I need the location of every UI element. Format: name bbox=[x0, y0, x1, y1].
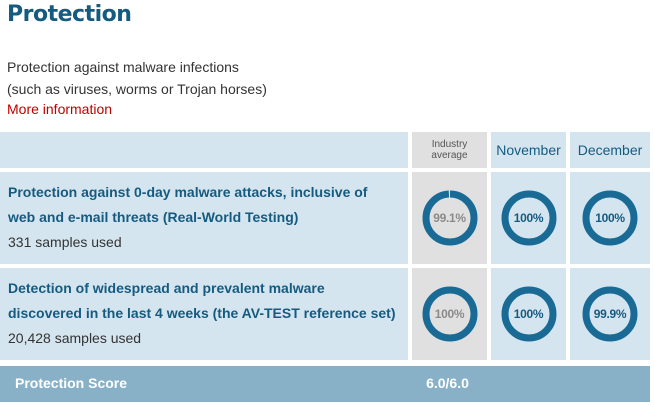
gauge-cell-industry: 100% bbox=[412, 268, 487, 360]
description-line-1: Protection against malware infections bbox=[7, 59, 239, 75]
gauge-ring-icon bbox=[582, 286, 638, 342]
row-title-line-1: Detection of widespread and prevalent ma… bbox=[8, 280, 325, 296]
more-information-link[interactable]: More information bbox=[7, 101, 113, 117]
description-line-2: (such as viruses, worms or Trojan horses… bbox=[7, 81, 267, 97]
row-title-line-2: discovered in the last 4 weeks (the AV-T… bbox=[8, 305, 396, 321]
row-title-line-1: Protection against 0-day malware attacks… bbox=[8, 184, 368, 200]
score-gauge: 100% bbox=[421, 285, 479, 343]
gauge-cell-december: 100% bbox=[570, 172, 650, 264]
gauge-ring-icon bbox=[501, 190, 556, 246]
gauge-value: 100% bbox=[513, 211, 544, 225]
score-gauge: 99.1% bbox=[421, 189, 479, 247]
score-gauge: 99.9% bbox=[581, 285, 639, 343]
gauge-value: 99.1% bbox=[433, 211, 466, 225]
row-title-line-2: web and e-mail threats (Real-World Testi… bbox=[8, 209, 299, 225]
table-row-realworld: Protection against 0-day malware attacks… bbox=[0, 172, 408, 264]
gauge-cell-november: 100% bbox=[491, 268, 566, 360]
gauge-value: 100% bbox=[434, 307, 465, 321]
gauge-ring-icon bbox=[422, 190, 477, 246]
protection-score-value: 6.0/6.0 bbox=[426, 375, 469, 391]
industry-average-label: Industry average bbox=[431, 139, 468, 161]
gauge-cell-november: 100% bbox=[491, 172, 566, 264]
row-samples: 331 samples used bbox=[8, 234, 122, 250]
section-title: Protection bbox=[7, 2, 132, 27]
row-samples: 20,428 samples used bbox=[8, 330, 142, 346]
gauge-ring-icon bbox=[501, 286, 556, 342]
header-december: December bbox=[570, 132, 650, 168]
score-gauge: 100% bbox=[500, 189, 558, 247]
score-gauge: 100% bbox=[500, 285, 558, 343]
protection-score-bar: Protection Score 6.0/6.0 bbox=[0, 366, 650, 402]
gauge-value: 99.9% bbox=[593, 307, 627, 321]
december-label: December bbox=[577, 142, 643, 158]
header-industry-average: Industry average bbox=[412, 132, 487, 168]
november-label: November bbox=[496, 142, 561, 158]
table-row-reference-set: Detection of widespread and prevalent ma… bbox=[0, 268, 408, 360]
score-gauge: 100% bbox=[581, 189, 639, 247]
gauge-ring-icon bbox=[582, 190, 638, 246]
section-description: Protection against malware infections (s… bbox=[7, 56, 267, 100]
gauge-value: 100% bbox=[595, 211, 625, 225]
header-label-cell bbox=[0, 132, 408, 168]
header-november: November bbox=[491, 132, 566, 168]
gauge-cell-industry: 99.1% bbox=[412, 172, 487, 264]
gauge-value: 100% bbox=[513, 307, 544, 321]
gauge-cell-december: 99.9% bbox=[570, 268, 650, 360]
protection-score-label: Protection Score bbox=[15, 375, 128, 391]
gauge-ring-icon bbox=[422, 286, 477, 342]
